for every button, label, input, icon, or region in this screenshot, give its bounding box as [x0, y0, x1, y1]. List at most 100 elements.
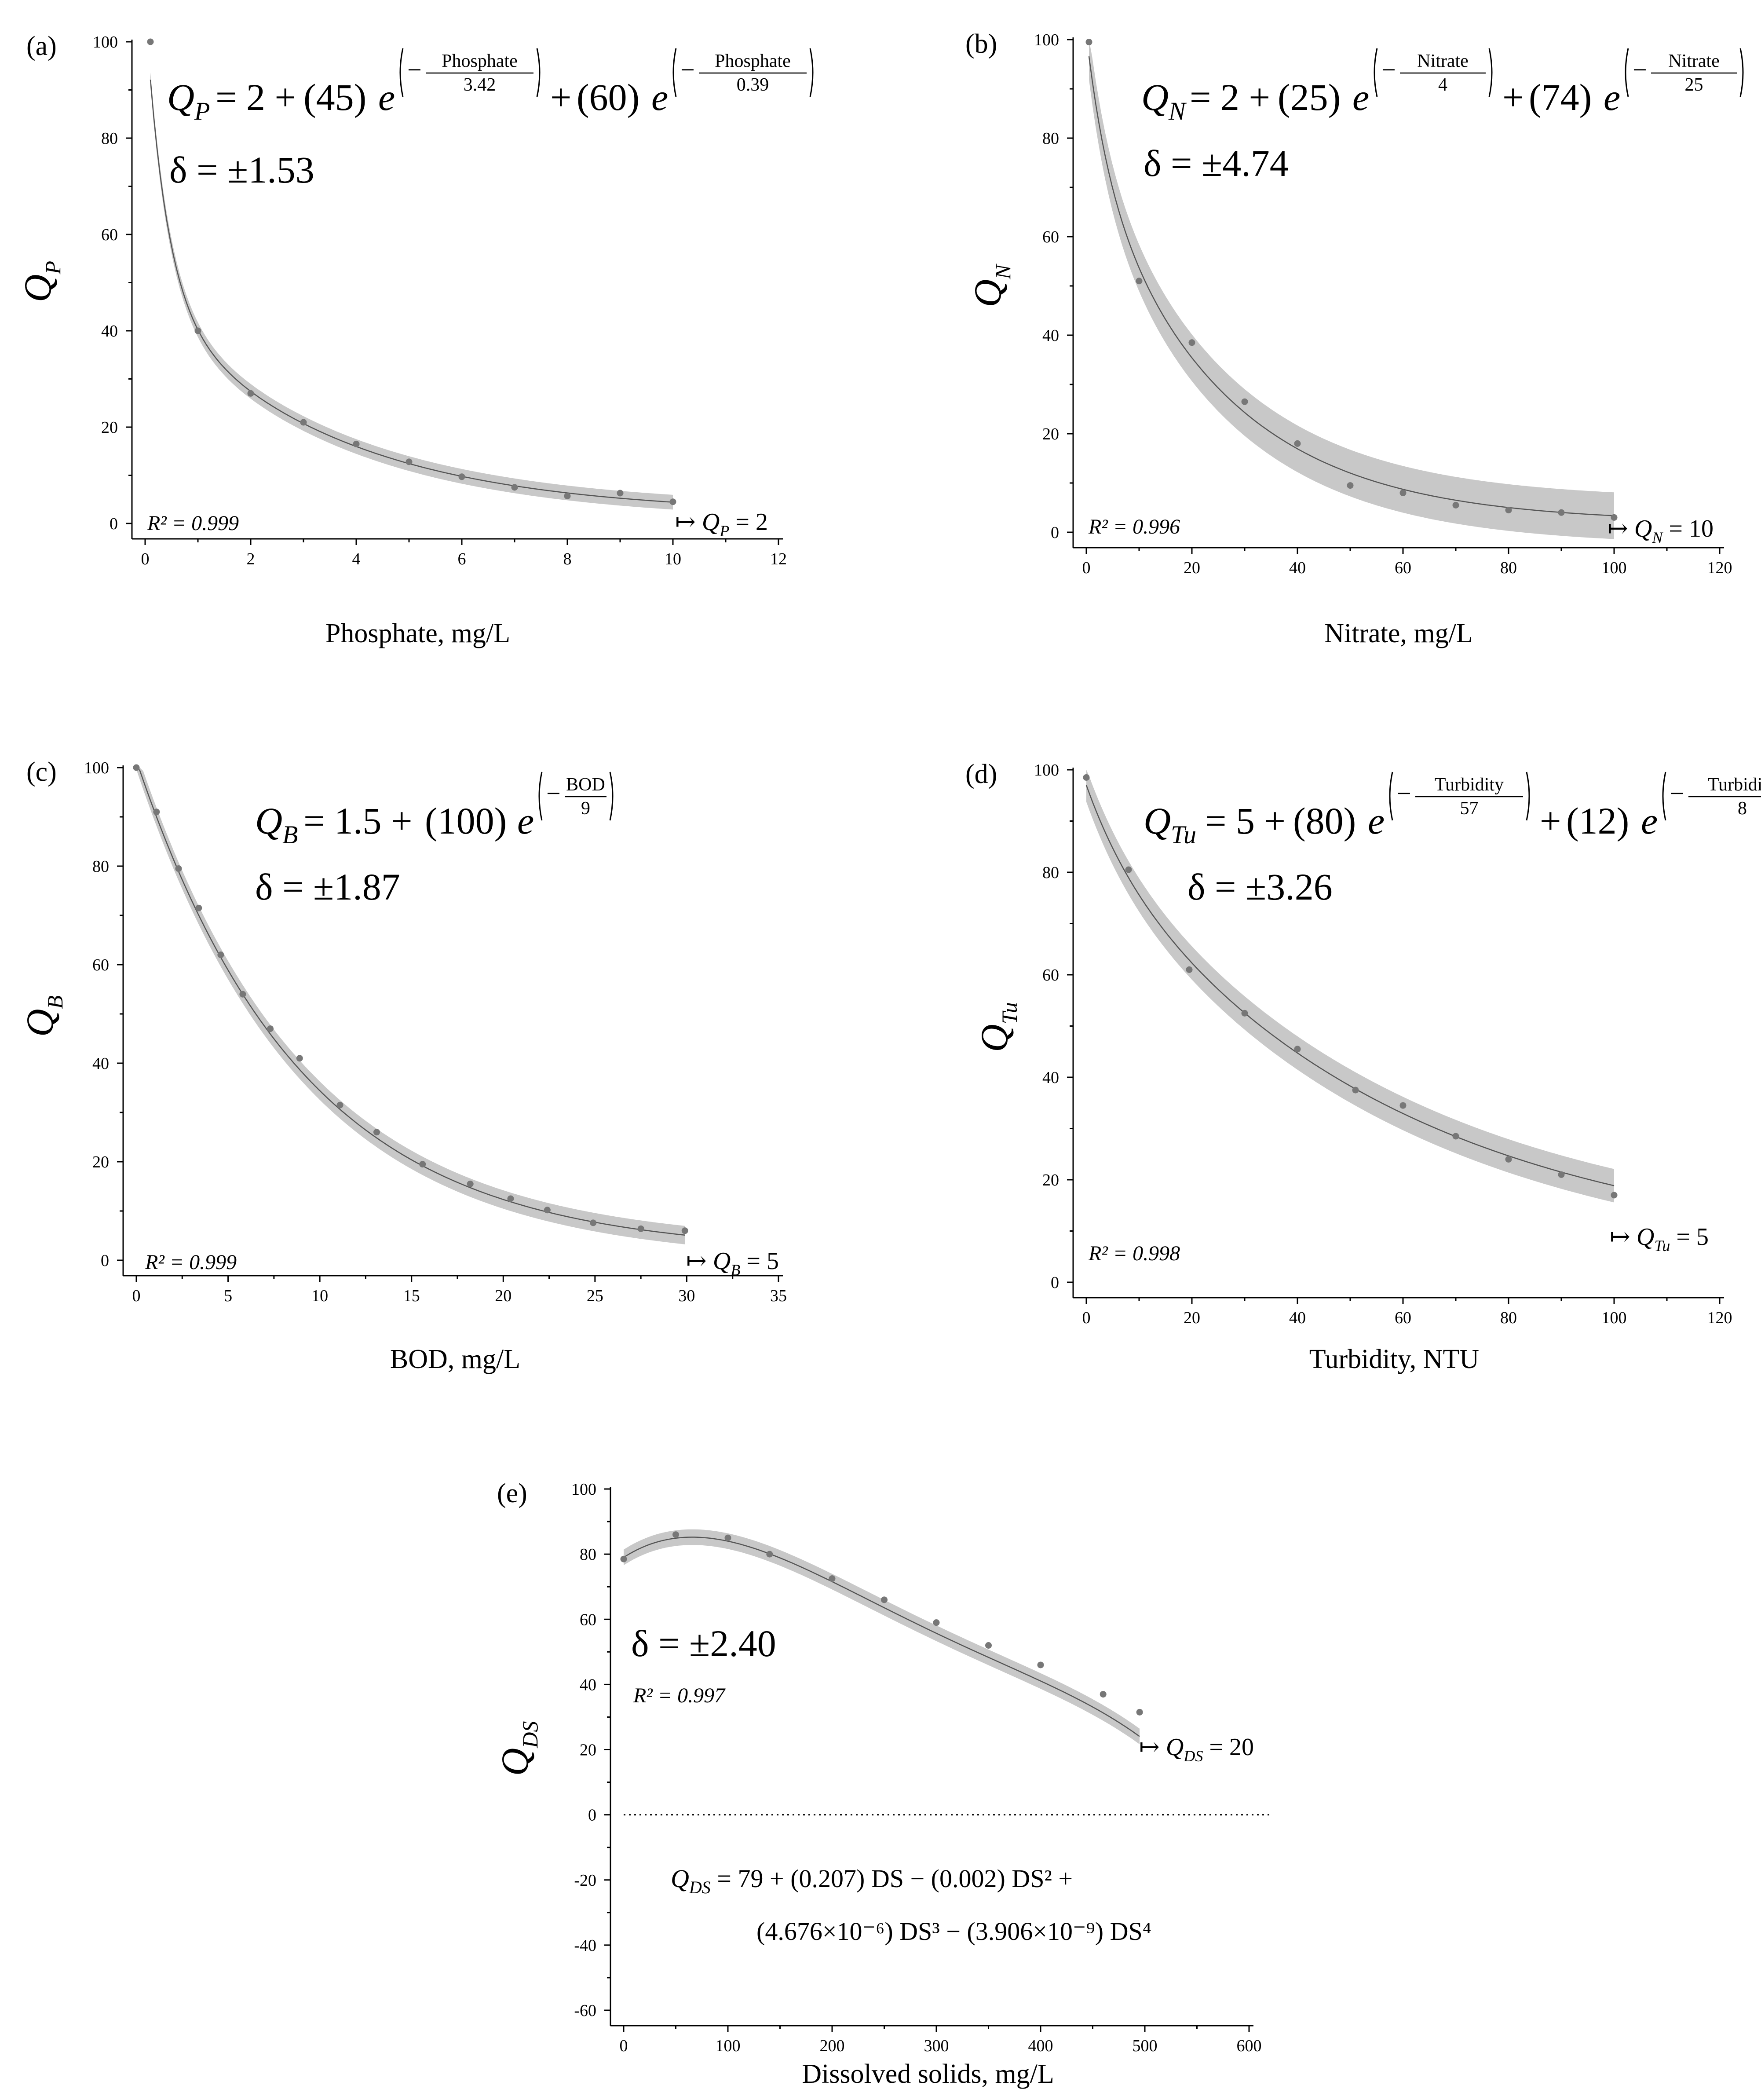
exponent-denominator-0: 9	[581, 798, 590, 819]
y-tick-label: 80	[101, 129, 118, 148]
x-tick-label: 600	[1237, 2037, 1262, 2055]
y-tick-label: 100	[84, 759, 109, 777]
exponent-paren-left-1	[672, 48, 677, 97]
exponent-paren-left-0	[399, 48, 404, 97]
exponent-numerator-0: Phosphate	[442, 51, 518, 71]
y-tick-label: 20	[580, 1741, 596, 1760]
data-point	[296, 1055, 303, 1062]
x-tick-label: 12	[770, 550, 787, 568]
exponent-minus-1: −	[1670, 779, 1684, 808]
equation-e-1: e	[1604, 76, 1620, 118]
data-point	[1241, 1010, 1248, 1017]
x-tick-label: 20	[1184, 559, 1200, 577]
x-tick-label: 100	[1602, 1309, 1627, 1327]
y-tick-label: 0	[110, 515, 118, 533]
equation-coefficient-0: (45)	[303, 76, 366, 118]
data-point	[1125, 866, 1132, 873]
fit-equation-line-2: (4.676×10⁻⁶) DS³ − (3.906×10⁻⁹) DS⁴	[756, 1917, 1151, 1946]
y-tick-label: 40	[92, 1054, 109, 1073]
data-point	[1399, 1102, 1407, 1109]
x-tick-label: 20	[495, 1287, 511, 1305]
data-point	[1294, 440, 1301, 447]
equation-coefficient-0: (100)	[425, 800, 507, 842]
y-tick-label: 100	[1034, 31, 1059, 49]
data-point	[985, 1642, 992, 1649]
panel-label: (c)	[26, 757, 57, 787]
data-point	[544, 1207, 551, 1214]
data-point	[1241, 398, 1248, 405]
limit-annotation: ↦ QDS = 20	[1139, 1734, 1254, 1765]
equation-coefficient-0: (80)	[1293, 800, 1356, 842]
y-tick-label: 0	[101, 1251, 109, 1270]
fit-curve	[150, 79, 673, 503]
data-point	[1505, 507, 1512, 514]
exponent-paren-right-1	[809, 48, 814, 97]
data-point	[1083, 774, 1090, 781]
x-tick-label: 300	[924, 2037, 949, 2055]
r-squared-label: R² = 0.999	[145, 1251, 237, 1274]
data-point	[1399, 489, 1407, 496]
exponent-numerator-0: BOD	[566, 775, 605, 795]
exponent-minus-1: −	[680, 55, 695, 84]
equation-constant: = 5 +	[1205, 800, 1286, 842]
x-tick-label: 500	[1133, 2037, 1158, 2055]
equation-lhs-subscript: Tu	[1171, 820, 1196, 849]
x-tick-label: 100	[1602, 559, 1627, 577]
x-tick-label: 0	[141, 550, 150, 568]
x-axis-label: Turbidity, NTU	[1309, 1344, 1479, 1374]
panel-a: 0 2 4 6 8 10 12 0 20 40 60 80 100 (a) Phosphate, mg/L Q…	[17, 31, 814, 648]
y-tick-label: 60	[580, 1610, 596, 1629]
data-point	[1294, 1046, 1301, 1053]
x-tick-label: 6	[458, 550, 466, 568]
exponent-denominator-0: 4	[1438, 75, 1447, 95]
exponent-paren-left-0	[1374, 48, 1378, 97]
x-tick-label: 30	[678, 1287, 695, 1305]
data-point	[1611, 514, 1618, 521]
x-tick-label: 120	[1707, 559, 1732, 577]
y-tick-label: 100	[1034, 761, 1059, 779]
data-point	[247, 390, 254, 397]
data-point	[564, 493, 571, 500]
panel-label: (b)	[965, 29, 997, 59]
data-point	[1558, 509, 1565, 516]
panel-label: (d)	[965, 759, 997, 789]
data-point	[458, 473, 465, 480]
x-axis-label: Phosphate, mg/L	[325, 618, 510, 648]
y-tick-label: 80	[580, 1545, 596, 1564]
x-tick-label: 60	[1395, 1309, 1411, 1327]
data-point	[1100, 1691, 1107, 1698]
equation-e-1: e	[651, 76, 668, 118]
data-point	[672, 1531, 679, 1538]
data-point	[217, 951, 224, 959]
data-point	[1611, 1192, 1618, 1199]
equation-coefficient-1: (60)	[577, 76, 639, 118]
data-point	[766, 1551, 773, 1558]
x-tick-label: 0	[1082, 559, 1091, 577]
x-tick-label: 4	[352, 550, 361, 568]
data-point	[467, 1180, 474, 1187]
confidence-band	[150, 72, 673, 510]
exponent-paren-right-0	[1488, 48, 1493, 97]
equation-constant: = 1.5 +	[303, 800, 413, 842]
y-tick-label: 80	[92, 857, 109, 876]
exponent-paren-left-1	[1625, 48, 1629, 97]
data-point	[617, 490, 624, 497]
x-tick-label: 5	[224, 1287, 232, 1305]
exponent-paren-right-0	[609, 772, 614, 821]
x-tick-label: 20	[1184, 1309, 1200, 1327]
x-tick-label: 10	[311, 1287, 328, 1305]
data-point	[133, 764, 140, 771]
exponent-numerator-1: Phosphate	[715, 51, 791, 71]
data-point	[1505, 1156, 1512, 1163]
x-tick-label: 10	[665, 550, 681, 568]
x-tick-label: 120	[1707, 1309, 1732, 1327]
exponent-minus-0: −	[407, 55, 422, 84]
data-point	[195, 904, 202, 911]
equation-lhs-subscript: B	[282, 820, 298, 849]
data-point	[1352, 1087, 1359, 1094]
r-squared-label: R² = 0.996	[1088, 515, 1180, 538]
y-tick-label: 100	[93, 33, 118, 51]
